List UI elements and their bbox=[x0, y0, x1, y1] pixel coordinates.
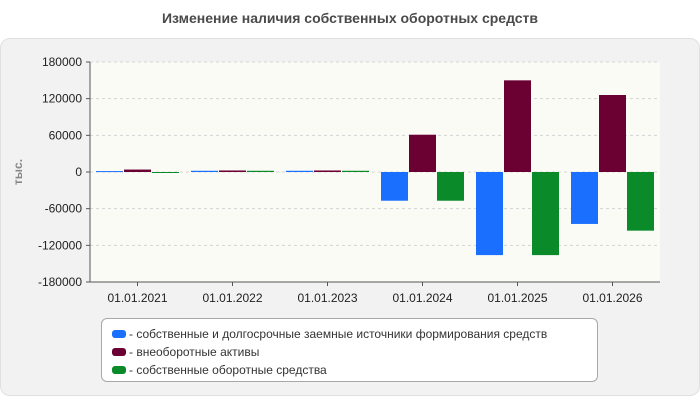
x-tick-label: 01.01.2023 bbox=[297, 291, 357, 305]
x-tick-label: 01.01.2025 bbox=[487, 291, 547, 305]
legend-label: - внеоборотные активы bbox=[129, 345, 260, 359]
y-tick-label: -180000 bbox=[38, 275, 82, 289]
legend-label: - собственные оборотные средства bbox=[129, 363, 327, 377]
x-tick-label: 01.01.2026 bbox=[582, 291, 642, 305]
y-axis-label: тыс. bbox=[11, 159, 25, 185]
bar bbox=[124, 169, 151, 172]
bar bbox=[152, 172, 179, 173]
legend-item: - собственные оборотные средства bbox=[112, 361, 587, 379]
bar bbox=[96, 171, 123, 173]
bar bbox=[571, 172, 598, 224]
bar bbox=[314, 170, 341, 172]
x-tick-label: 01.01.2022 bbox=[202, 291, 262, 305]
chart-title: Изменение наличия собственных оборотных … bbox=[161, 10, 539, 26]
bar bbox=[247, 170, 274, 172]
bar bbox=[381, 172, 408, 201]
y-tick-label: 180000 bbox=[42, 55, 82, 69]
bar bbox=[627, 172, 654, 231]
legend-label: - собственные и долгосрочные заемные ист… bbox=[129, 327, 548, 341]
x-tick-label: 01.01.2024 bbox=[392, 291, 452, 305]
bar bbox=[219, 170, 246, 172]
y-tick-label: -60000 bbox=[45, 202, 83, 216]
y-tick-label: 0 bbox=[75, 165, 82, 179]
y-tick-label: 120000 bbox=[42, 92, 82, 106]
bar bbox=[504, 80, 531, 172]
legend-item: - внеоборотные активы bbox=[112, 343, 587, 361]
bar bbox=[532, 172, 559, 256]
y-tick-label: -120000 bbox=[38, 238, 82, 252]
bar bbox=[437, 172, 464, 201]
legend: - собственные и долгосрочные заемные ист… bbox=[101, 318, 598, 382]
bar bbox=[286, 170, 313, 172]
legend-item: - собственные и долгосрочные заемные ист… bbox=[112, 325, 587, 343]
x-tick-label: 01.01.2021 bbox=[107, 291, 167, 305]
bar bbox=[476, 172, 503, 256]
y-tick-label: 60000 bbox=[49, 128, 83, 142]
bar bbox=[409, 134, 436, 172]
legend-swatch bbox=[112, 366, 126, 374]
bar bbox=[342, 170, 369, 172]
legend-swatch bbox=[112, 348, 126, 356]
legend-swatch bbox=[112, 330, 126, 338]
bar bbox=[191, 170, 218, 172]
bar bbox=[599, 95, 626, 172]
